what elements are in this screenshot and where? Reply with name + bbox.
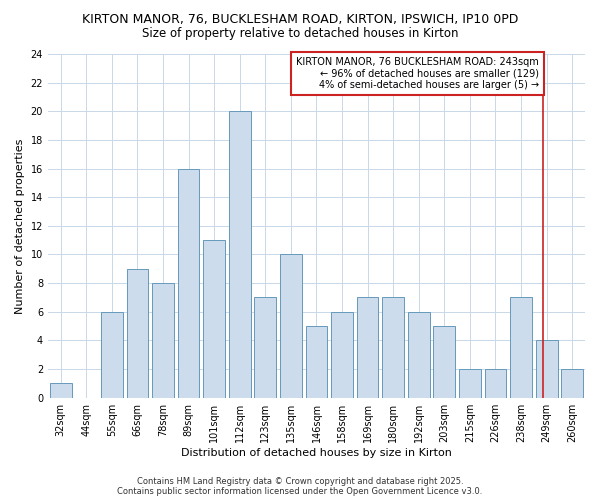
Bar	[408, 312, 430, 398]
Bar	[357, 298, 379, 398]
Bar	[536, 340, 557, 398]
Y-axis label: Number of detached properties: Number of detached properties	[15, 138, 25, 314]
X-axis label: Distribution of detached houses by size in Kirton: Distribution of detached houses by size …	[181, 448, 452, 458]
Bar	[459, 369, 481, 398]
Bar	[510, 298, 532, 398]
Bar	[433, 326, 455, 398]
Bar	[178, 168, 199, 398]
Bar	[50, 384, 71, 398]
Text: KIRTON MANOR, 76, BUCKLESHAM ROAD, KIRTON, IPSWICH, IP10 0PD: KIRTON MANOR, 76, BUCKLESHAM ROAD, KIRTO…	[82, 12, 518, 26]
Bar	[382, 298, 404, 398]
Bar	[101, 312, 123, 398]
Text: KIRTON MANOR, 76 BUCKLESHAM ROAD: 243sqm
← 96% of detached houses are smaller (1: KIRTON MANOR, 76 BUCKLESHAM ROAD: 243sqm…	[296, 57, 539, 90]
Bar	[152, 283, 174, 398]
Bar	[485, 369, 506, 398]
Bar	[229, 112, 251, 398]
Bar	[305, 326, 328, 398]
Bar	[127, 269, 148, 398]
Bar	[331, 312, 353, 398]
Text: Contains HM Land Registry data © Crown copyright and database right 2025.
Contai: Contains HM Land Registry data © Crown c…	[118, 476, 482, 496]
Bar	[203, 240, 225, 398]
Bar	[254, 298, 276, 398]
Bar	[280, 254, 302, 398]
Text: Size of property relative to detached houses in Kirton: Size of property relative to detached ho…	[142, 28, 458, 40]
Bar	[562, 369, 583, 398]
